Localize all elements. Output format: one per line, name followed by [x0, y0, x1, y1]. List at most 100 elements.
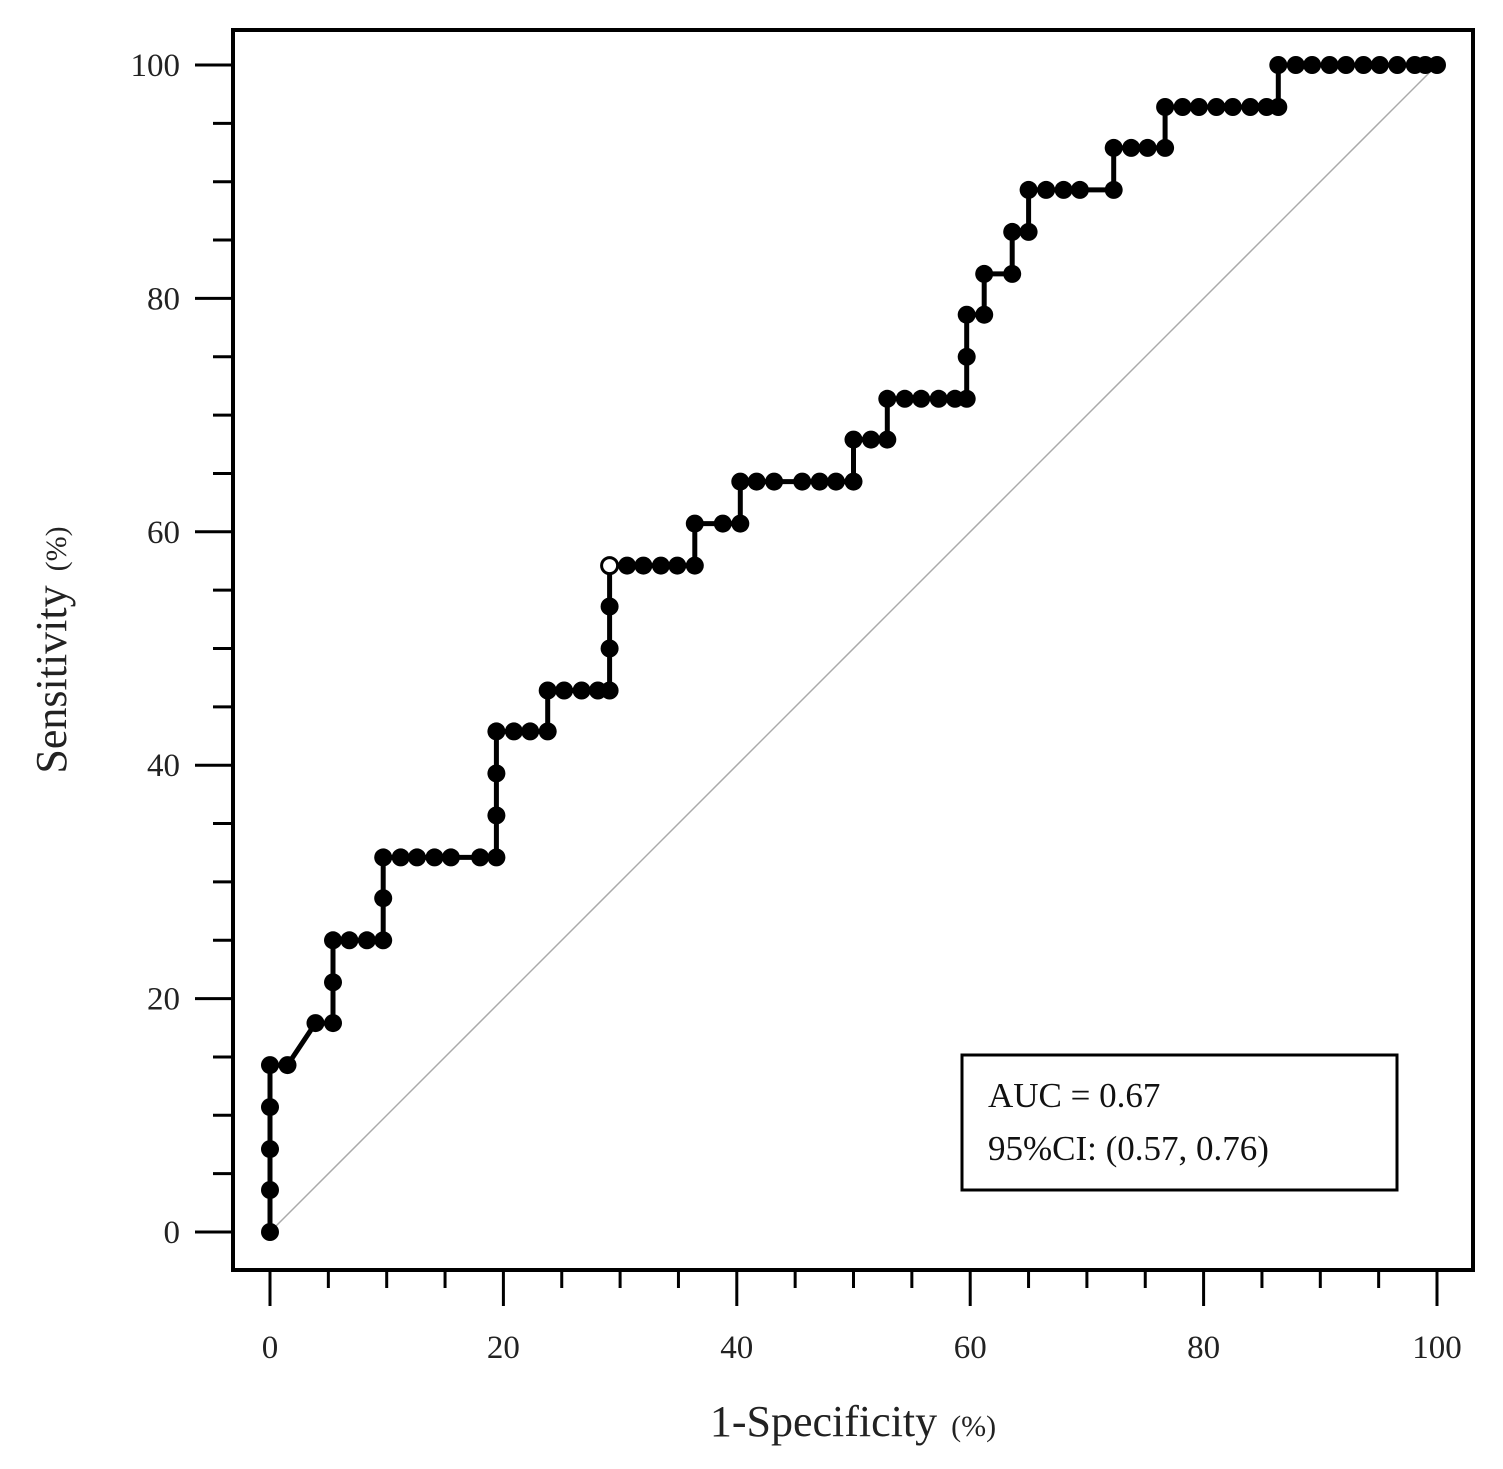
- x-tick-label: 20: [487, 1330, 520, 1366]
- roc-point: [504, 722, 523, 741]
- y-axis-title-text: Sensitivity: [27, 585, 76, 773]
- roc-point: [374, 848, 393, 867]
- roc-point: [1189, 98, 1208, 116]
- roc-point: [844, 472, 863, 491]
- roc-point: [1337, 56, 1355, 74]
- roc-point: [1269, 56, 1288, 74]
- roc-point: [929, 389, 948, 408]
- roc-point: [261, 1098, 279, 1117]
- roc-point: [538, 681, 557, 700]
- y-tick-label: 100: [131, 48, 181, 84]
- y-axis-ticks: [195, 63, 233, 1234]
- y-tick-label: 80: [147, 281, 180, 317]
- roc-point: [1070, 180, 1089, 199]
- roc-point: [1054, 180, 1073, 199]
- roc-point: [618, 556, 637, 575]
- y-tick-label: 0: [164, 1215, 181, 1251]
- roc-point: [555, 681, 574, 700]
- roc-point: [278, 1056, 297, 1075]
- roc-point: [487, 806, 506, 825]
- roc-point: [878, 430, 897, 449]
- roc-curve-points: [261, 56, 1446, 1241]
- roc-point: [1037, 180, 1056, 199]
- roc-point: [1241, 98, 1260, 116]
- chance-reference-line: [269, 64, 1438, 1233]
- roc-point: [408, 848, 426, 867]
- roc-point: [521, 722, 540, 741]
- roc-point: [324, 931, 342, 950]
- roc-point: [1019, 222, 1038, 241]
- roc-point: [374, 931, 393, 950]
- roc-point: [1223, 98, 1242, 116]
- roc-point: [487, 722, 506, 741]
- y-axis-title-unit: (%): [40, 526, 73, 571]
- roc-point: [441, 848, 460, 867]
- roc-point: [975, 305, 994, 324]
- roc-point: [306, 1014, 325, 1033]
- roc-point: [425, 848, 444, 867]
- roc-point: [668, 556, 687, 575]
- y-axis-title: Sensitivity (%): [27, 526, 76, 773]
- roc-point: [1428, 56, 1446, 74]
- roc-point: [793, 472, 812, 491]
- roc-point: [600, 639, 619, 658]
- roc-point: [1019, 180, 1038, 199]
- roc-point: [261, 1181, 279, 1199]
- roc-point: [572, 681, 591, 700]
- y-tick-label: 60: [147, 515, 180, 551]
- roc-point: [1388, 56, 1407, 74]
- roc-point: [1156, 98, 1175, 116]
- roc-point: [765, 472, 784, 491]
- roc-point: [1286, 56, 1305, 74]
- roc-point: [878, 389, 897, 408]
- roc-point: [1104, 138, 1123, 157]
- roc-point: [1003, 222, 1022, 241]
- roc-point: [357, 931, 376, 950]
- x-tick-label: 40: [720, 1330, 753, 1366]
- roc-point: [538, 722, 557, 741]
- roc-point: [1320, 56, 1339, 74]
- x-tick-label: 80: [1187, 1330, 1220, 1366]
- roc-point: [747, 472, 766, 491]
- roc-point: [685, 556, 704, 575]
- roc-point: [340, 931, 359, 950]
- roc-point: [912, 389, 931, 408]
- roc-point: [600, 597, 619, 616]
- roc-point: [471, 848, 490, 867]
- roc-point: [810, 472, 829, 491]
- y-tick-label: 20: [147, 982, 180, 1018]
- roc-point: [651, 556, 670, 575]
- roc-point: [827, 472, 845, 491]
- roc-point: [487, 848, 506, 867]
- y-tick-label: 40: [147, 748, 180, 784]
- y-axis-tick-labels: 0 20 40 60 80 100: [131, 48, 181, 1251]
- roc-point: [261, 1140, 279, 1159]
- roc-point: [844, 430, 863, 449]
- roc-point: [895, 389, 914, 408]
- roc-point: [487, 764, 506, 783]
- roc-point: [391, 848, 410, 867]
- roc-point: [1207, 98, 1226, 116]
- x-tick-label: 0: [262, 1330, 279, 1366]
- x-axis-title-unit: (%): [951, 1410, 996, 1443]
- roc-point: [957, 389, 976, 408]
- roc-point: [600, 681, 619, 700]
- roc-point: [324, 973, 342, 992]
- roc-point: [731, 514, 750, 533]
- roc-point: [975, 264, 994, 283]
- roc-point: [957, 347, 976, 366]
- roc-point: [1354, 56, 1373, 74]
- optimal-cutoff-point: [600, 556, 620, 576]
- x-axis-title-text: 1-Specificity: [710, 1397, 937, 1446]
- x-axis-title: 1-Specificity (%): [710, 1397, 996, 1446]
- roc-point: [862, 430, 880, 449]
- x-tick-label: 100: [1412, 1330, 1462, 1366]
- roc-point: [374, 889, 393, 908]
- auc-value-text: AUC = 0.67: [988, 1076, 1160, 1115]
- roc-point: [324, 1014, 342, 1033]
- x-axis-ticks: [268, 1270, 1439, 1306]
- roc-point: [685, 514, 704, 533]
- roc-point: [1269, 98, 1288, 116]
- roc-point: [1173, 98, 1192, 116]
